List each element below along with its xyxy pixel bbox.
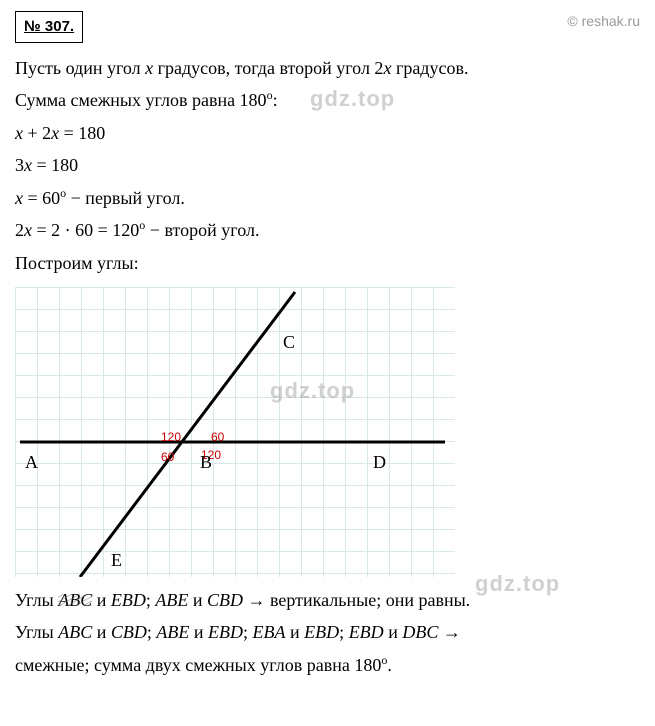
conclusion-2: Углы ABC и CBD; ABE и EBD; EBA и EBD; EB…: [15, 617, 640, 648]
equation-3: x = 60o − первый угол.: [15, 183, 640, 214]
line-diagonal: [80, 292, 295, 577]
point-d: D: [373, 447, 386, 478]
text-line-1: Пусть один угол x градусов, тогда второй…: [15, 53, 640, 84]
point-b: B: [200, 447, 212, 478]
geometry-diagram: 120 60 60 120 A B C D E gdz.top: [15, 287, 455, 577]
problem-number: № 307.: [15, 11, 83, 43]
point-c: C: [283, 327, 295, 358]
overlay-watermark-3: gdz.top: [475, 565, 560, 602]
conclusion-3: смежные; сумма двух смежных углов равна …: [15, 650, 640, 681]
angle-60-bottom: 60: [161, 447, 174, 467]
diagram-svg: [15, 287, 455, 577]
site-watermark: © reshak.ru: [567, 10, 640, 34]
point-a: A: [25, 447, 38, 478]
point-e: E: [111, 545, 122, 576]
angle-120-top: 120: [161, 427, 181, 447]
overlay-watermark-2: gdz.top: [270, 372, 355, 409]
equation-2: 3x = 180: [15, 150, 640, 181]
equation-4: 2x = 2 · 60 = 120o − второй угол.: [15, 215, 640, 246]
overlay-watermark: gdz.top: [310, 80, 395, 117]
text-construct: Построим углы:: [15, 248, 640, 279]
equation-1: x + 2x = 180: [15, 118, 640, 149]
